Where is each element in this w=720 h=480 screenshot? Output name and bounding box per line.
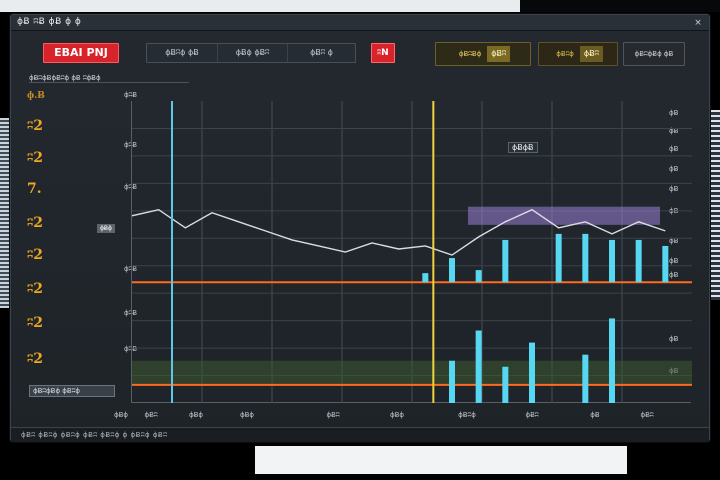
- x-tick-1: ɸɃʭ: [144, 411, 158, 419]
- status-bar: ɸɃʭ ɸɃʭɸ ɸɃʭɸ ɸɃʭ ɸɃʭɸ ɸ ɸɃʭɸ ɸɃʭ: [11, 427, 709, 442]
- view-segmented-control: ɸɃʭɸ ɸɃ ɸɃɸ ɸɃʭ ɸɃʭ ɸ: [146, 43, 356, 63]
- left-value-6: ʭ2: [27, 281, 43, 297]
- y-tick-left-5: ɸʭɃ: [123, 91, 137, 99]
- status-panel-2[interactable]: ɸɃʭɸ ɸɃʭ: [538, 42, 618, 66]
- y-tick-right-0: ɸɃ: [669, 109, 679, 117]
- status-bar-text: ɸɃʭ ɸɃʭɸ ɸɃʭɸ ɸɃʭ ɸɃʭɸ ɸ ɸɃʭɸ ɸɃʭ: [21, 431, 168, 439]
- level-tag: ɸɃɸ: [97, 224, 115, 233]
- segment-button-2[interactable]: ɸɃɸ ɸɃʭ: [217, 44, 287, 62]
- bar-upper: [449, 258, 455, 283]
- x-tick-8: ɸɃ: [590, 411, 600, 419]
- x-tick-4: ɸɃʭ: [326, 411, 340, 419]
- panel-subheader: ɸɃʭɸɃɸɃʭɸ ɸɃ ʭɸɃɸ: [29, 73, 189, 83]
- bar-lower: [529, 342, 535, 403]
- bar-lower: [582, 354, 589, 403]
- legend-box[interactable]: ɸɃʭɸɃɸ ɸɃʭɸ: [29, 385, 115, 397]
- x-tick-7: ɸɃʭ: [525, 411, 539, 419]
- brand-button[interactable]: EBAI PNJ: [43, 43, 119, 63]
- y-tick-left-2: ɸʭɃ: [123, 265, 137, 273]
- bar-lower: [609, 318, 615, 403]
- bar-upper: [475, 270, 482, 283]
- y-tick-right-3: ɸɃ: [669, 165, 679, 173]
- x-tick-5: ɸɃɸ: [389, 411, 405, 419]
- background-window-left: [0, 118, 12, 308]
- segment-button-1[interactable]: ɸɃʭɸ ɸɃ: [165, 48, 199, 57]
- status-value-2: ɸɃʭ: [579, 46, 603, 62]
- bar-upper: [635, 239, 642, 283]
- y-tick-left-3: ɸʭɃ: [123, 309, 137, 317]
- segment-button-3[interactable]: ɸɃʭ ɸ: [287, 44, 355, 62]
- left-value-2: ʭ2: [27, 150, 43, 166]
- upper-band: [468, 206, 660, 225]
- y-tick-left-1: ɸʭɃ: [123, 183, 137, 191]
- close-icon[interactable]: ×: [694, 18, 702, 28]
- y-tick-right-7: ɸɃ: [669, 257, 679, 265]
- bar-upper: [582, 233, 589, 283]
- left-value-8: ʭ2: [27, 351, 43, 367]
- chart-plot-area[interactable]: [131, 101, 692, 403]
- alert-button[interactable]: ʭN: [371, 43, 395, 63]
- y-tick-left-4: ɸʭɃ: [123, 345, 137, 353]
- left-value-3: 7.: [27, 181, 42, 197]
- status-value-1: ɸɃʭ: [487, 46, 511, 62]
- x-tick-9: ɸɃʭ: [640, 411, 654, 419]
- bar-upper: [662, 245, 669, 283]
- x-tick-2: ɸɃɸ: [188, 411, 204, 419]
- left-value-1: ʭ2: [27, 118, 43, 134]
- bar-upper: [609, 239, 615, 283]
- y-tick-left-0: ɸʭɃ: [123, 141, 137, 149]
- bar-upper: [555, 233, 562, 283]
- y-tick-right-4: ɸɃ: [669, 185, 679, 193]
- status-label-3: ɸɃʭɸɃɸ ɸɃ: [634, 50, 674, 58]
- status-panel-1[interactable]: ɸɃʭɃɸ ɸɃʭ: [435, 42, 531, 66]
- y-tick-right-1: ɸɃ: [669, 127, 679, 135]
- bar-upper: [422, 273, 429, 283]
- left-value-0: ɸ.Ƀ: [27, 91, 45, 101]
- chart-svg: [132, 101, 692, 403]
- y-tick-right-9: ɸɃ: [669, 335, 679, 343]
- title-bar[interactable]: ɸɃ ʭɃ ɸɃ ɸ ɸ ×: [11, 15, 709, 31]
- left-value-4: ʭ2: [27, 215, 43, 231]
- y-tick-right-6: ɸɃ: [669, 237, 679, 245]
- series-line: [132, 208, 666, 256]
- bar-lower: [502, 366, 509, 403]
- status-label-2: ɸɃʭɸ: [556, 50, 574, 58]
- x-tick-0: ɸɃɸ: [113, 411, 129, 419]
- background-window-top-dark: [520, 0, 720, 12]
- monitor-window: ɸɃ ʭɃ ɸɃ ɸ ɸ × EBAI PNJ ɸɃʭɸ ɸɃ ɸɃɸ ɸɃʭ …: [10, 14, 710, 442]
- x-tick-3: ɸɃɸ: [239, 411, 255, 419]
- x-tick-6: ɸɃʭɸ: [458, 411, 476, 419]
- background-window-right: [708, 110, 720, 300]
- left-value-5: ʭ2: [27, 247, 43, 263]
- window-title: ɸɃ ʭɃ ɸɃ ɸ ɸ: [17, 17, 82, 27]
- bar-upper: [502, 239, 509, 283]
- status-label-1: ɸɃʭɃɸ: [458, 50, 482, 58]
- bar-lower: [449, 360, 455, 403]
- background-window-bottom: [255, 446, 627, 474]
- marker-label: ɸɃɸɃ: [508, 142, 538, 153]
- left-value-7: ʭ2: [27, 315, 43, 331]
- lower-band: [132, 360, 692, 385]
- bar-lower: [475, 330, 482, 403]
- y-tick-right-8: ɸɃ: [669, 271, 679, 279]
- y-tick-right-2: ɸɃ: [669, 145, 679, 153]
- status-panel-3[interactable]: ɸɃʭɸɃɸ ɸɃ: [623, 42, 685, 66]
